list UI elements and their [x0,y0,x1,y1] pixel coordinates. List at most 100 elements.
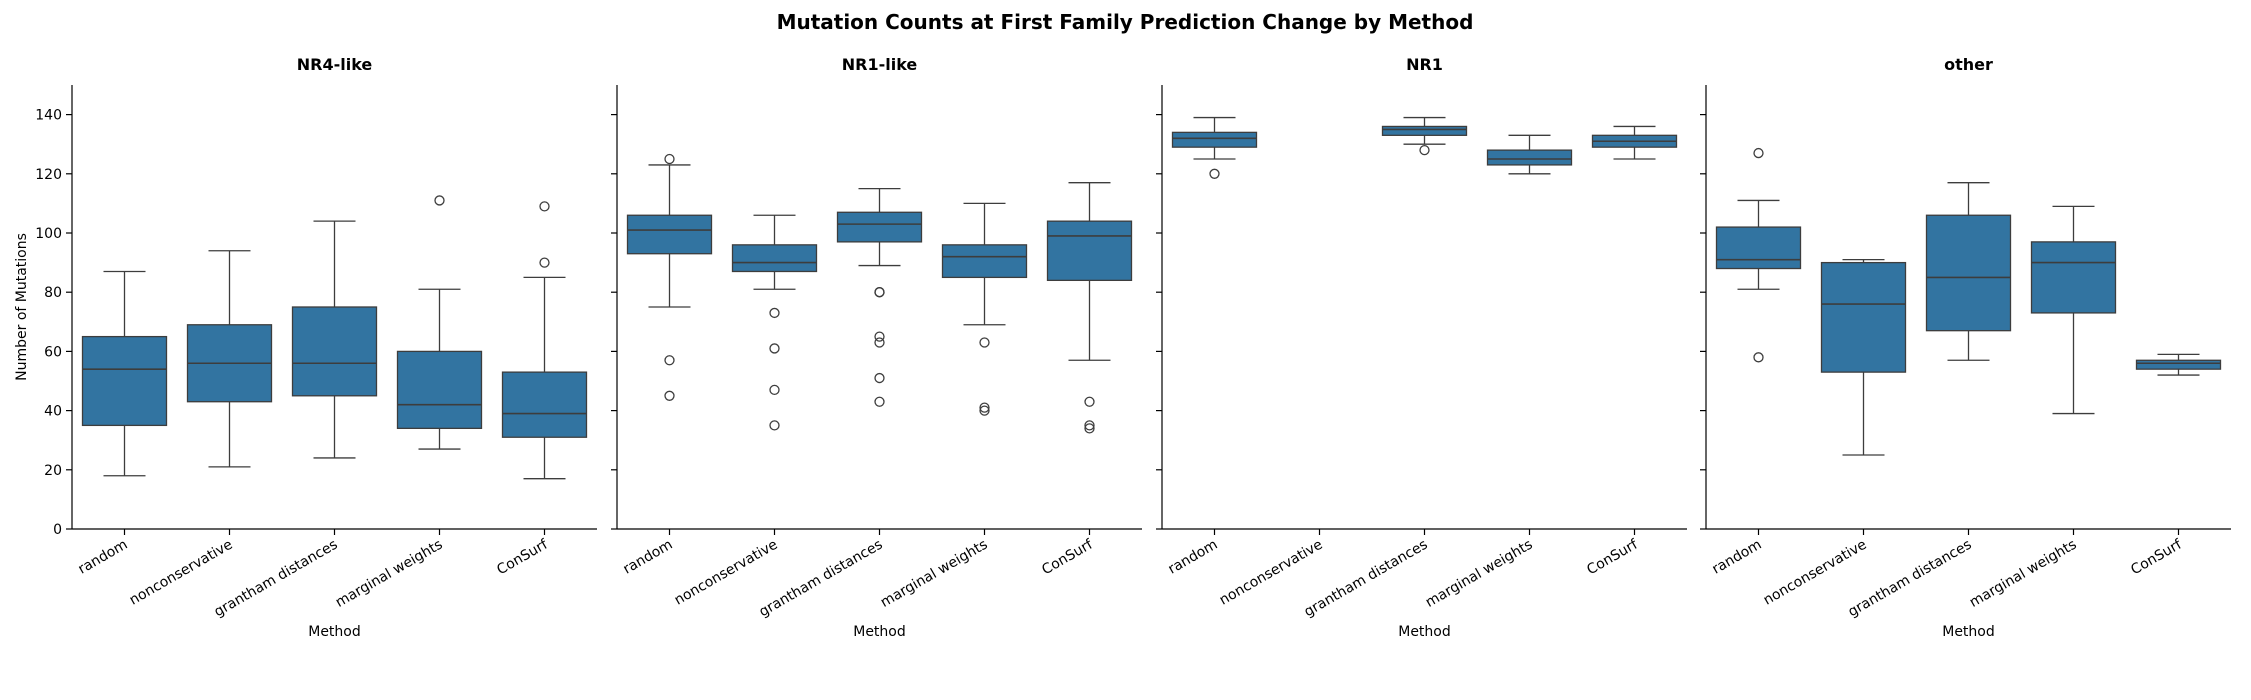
x-axis-label: Method [1942,624,1995,640]
y-tick-label: 20 [44,463,62,479]
box-iqr [941,244,1028,279]
box-group [81,270,168,477]
facet-panel: NR4-like 0 20 40 60 80 100 120 140 randomnonconse… [35,55,597,640]
box-group [626,153,713,401]
x-tick-label: ConSurf [494,536,551,578]
y-tick-label: 140 [35,108,62,124]
outlier-point [539,201,550,212]
box-iqr [81,335,168,427]
outlier-point [1419,144,1430,156]
box-group [731,214,818,431]
box-group [1381,116,1468,156]
box-group [941,202,1028,416]
x-tick-label: marginal weights [333,537,446,611]
outlier-point [1084,396,1095,407]
x-tick-label: ConSurf [1584,536,1641,578]
box-group [1820,258,1907,456]
outlier-point [664,355,675,366]
box-iqr [1381,125,1468,136]
box-iqr [1046,220,1133,282]
outlier-point [664,390,675,401]
x-tick-label: nonconservative [672,537,781,609]
box-group [2030,205,2117,415]
box-iqr [1820,261,1907,373]
y-tick-label: 40 [44,404,62,420]
box-group [1486,134,1573,175]
box-iqr [1486,149,1573,166]
x-axis-label: Method [1398,624,1451,640]
box-iqr [1171,131,1258,148]
box-iqr [2135,359,2222,370]
chart-title: Mutation Counts at First Family Predicti… [777,10,1474,34]
box-iqr [1925,214,2012,332]
box-iqr [501,371,588,438]
box-iqr [836,211,923,243]
outlier-point [874,372,885,384]
box-iqr [291,306,378,397]
box-group [836,187,923,407]
x-tick-label: ConSurf [2128,536,2185,578]
x-axis-label: Method [308,624,361,640]
x-tick-label: nonconservative [1217,537,1326,609]
outlier-point [1209,168,1220,179]
outlier-point [979,405,990,416]
outlier-point [874,337,885,348]
facets-container: NR4-like020406080100120140randomnonconse… [35,55,2231,640]
x-tick-label: ConSurf [1039,536,1096,578]
box-iqr [1715,226,1802,270]
y-tick-label: 0 [53,522,62,538]
outlier-point [979,402,990,413]
box-iqr [731,244,818,273]
box-iqr [2030,241,2117,314]
facet-title: other [1944,55,1993,74]
outlier-point [874,287,885,298]
box-group [396,195,483,450]
x-tick-label: random [75,537,130,578]
facet-title: NR4-like [297,55,373,74]
x-axis-label: Method [853,624,906,640]
outlier-point [434,195,445,206]
outlier-point [1084,423,1095,434]
outlier-point [874,396,885,407]
box-iqr [626,214,713,255]
x-tick-label: random [620,537,675,578]
x-tick-label: marginal weights [1423,537,1536,611]
x-tick-label: marginal weights [1967,537,2080,611]
x-tick-label: nonconservative [127,537,236,609]
box-group [291,220,378,459]
box-iqr [396,350,483,430]
outlier-point [979,337,990,348]
outlier-point [1753,352,1764,363]
outlier-point [539,257,550,268]
outlier-point [874,331,885,342]
outlier-point [769,420,780,431]
facet-title: NR1-like [842,55,918,74]
box-group [1925,182,2012,361]
facet-title: NR1 [1406,55,1443,74]
outlier-point [769,384,780,396]
box-group [186,250,273,468]
y-tick-label: 80 [44,285,62,301]
outlier-point [769,307,780,319]
box-group [2135,353,2222,376]
y-axis-label: Number of Mutations [14,233,30,381]
outlier-point [769,343,780,354]
outlier-point [1753,147,1764,159]
y-tick-label: 120 [35,167,62,183]
outlier-point [1084,420,1095,431]
x-tick-label: nonconservative [1761,537,1870,609]
outlier-point [664,153,675,165]
x-tick-label: random [1709,537,1764,578]
x-tick-label: random [1165,537,1220,578]
box-group [1046,182,1133,434]
box-group [501,201,588,480]
box-group [1171,116,1258,179]
y-tick-label: 60 [44,344,62,360]
box-group [1715,147,1802,363]
box-group [1591,125,1678,160]
y-tick-label: 100 [35,226,62,242]
